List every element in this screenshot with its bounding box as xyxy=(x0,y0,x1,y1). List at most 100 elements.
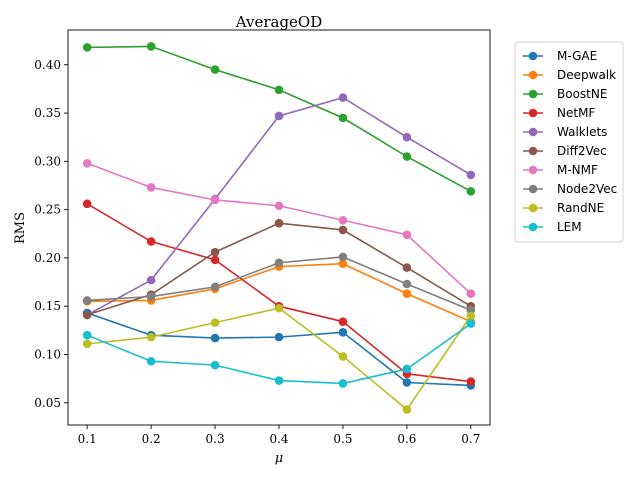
legend-item: NetMF xyxy=(523,106,595,120)
data-point-m-nmf xyxy=(402,230,412,240)
data-point-node2vec xyxy=(402,279,412,289)
legend-label: Node2Vec xyxy=(557,182,617,196)
legend-label: BoostNE xyxy=(557,87,607,101)
data-point-boostne xyxy=(210,65,220,74)
data-point-m-gae xyxy=(338,327,348,337)
series-lem xyxy=(82,319,476,388)
x-tick-label: 0.3 xyxy=(206,432,225,446)
legend-item: Walklets xyxy=(523,125,607,139)
data-point-netmf xyxy=(338,317,348,326)
data-point-m-nmf xyxy=(274,201,284,211)
legend-item: RandNE xyxy=(523,201,604,215)
data-point-walklets xyxy=(274,111,284,121)
legend-item: LEM xyxy=(523,220,582,234)
legend-item: Deepwalk xyxy=(523,68,616,82)
y-tick-label: 0.35 xyxy=(34,106,61,120)
series-line-netmf xyxy=(86,203,471,383)
y-axis: 0.05 0.10 0.15 0.20 0.25 0.30 0.35 0.40 xyxy=(34,58,68,410)
legend-label: Deepwalk xyxy=(557,68,616,82)
data-point-node2vec xyxy=(338,252,348,262)
y-tick-label: 0.15 xyxy=(34,299,61,313)
series-randne xyxy=(82,303,476,414)
chart-title: AverageOD xyxy=(235,13,323,31)
data-point-netmf xyxy=(466,377,476,386)
series-boostne xyxy=(82,42,476,196)
data-point-node2vec xyxy=(210,282,220,292)
legend-label: Walklets xyxy=(557,125,607,139)
legend-label: Diff2Vec xyxy=(557,144,607,158)
data-point-walklets xyxy=(338,93,348,102)
data-point-node2vec xyxy=(146,292,156,301)
legend-item: BoostNE xyxy=(523,87,607,101)
data-point-boostne xyxy=(402,152,412,161)
plot-area xyxy=(82,42,476,414)
data-point-netmf xyxy=(210,255,220,265)
series-line-deepwalk xyxy=(87,262,472,323)
data-point-randne xyxy=(402,405,412,414)
data-point-m-nmf xyxy=(146,183,156,192)
data-point-diff2vec xyxy=(402,263,412,272)
data-point-walklets xyxy=(402,132,412,142)
series-deepwalk xyxy=(82,259,476,326)
legend-item: M-GAE xyxy=(523,49,597,63)
legend-label: NetMF xyxy=(557,106,595,120)
data-point-boostne xyxy=(338,113,348,123)
y-tick-label: 0.10 xyxy=(34,347,61,361)
x-tick-label: 0.7 xyxy=(461,432,480,446)
legend-box xyxy=(514,41,624,243)
legend-item: Node2Vec xyxy=(523,182,617,196)
legend-label: M-NMF xyxy=(557,163,598,177)
data-point-diff2vec xyxy=(338,225,348,235)
series-m-nmf xyxy=(82,158,476,298)
data-point-netmf xyxy=(146,237,156,246)
data-point-randne xyxy=(210,318,220,327)
data-point-m-gae xyxy=(402,378,412,387)
data-point-lem xyxy=(338,379,348,388)
x-axis: 0.1 0.2 0.3 0.4 0.5 0.6 0.7 xyxy=(78,425,480,446)
data-point-m-gae xyxy=(274,332,284,342)
legend-label: LEM xyxy=(557,220,582,234)
data-point-diff2vec xyxy=(274,218,284,228)
legend-item: Diff2Vec xyxy=(523,144,607,158)
legend-marker xyxy=(528,89,538,99)
data-point-boostne xyxy=(274,85,284,95)
series-line-m-nmf xyxy=(86,162,472,295)
legend-label: RandNE xyxy=(557,201,604,215)
x-tick-label: 0.4 xyxy=(269,432,288,446)
data-point-m-nmf xyxy=(210,195,220,205)
legend: M-GAE Deepwalk BoostNE NetMF Walklets Diff2Ve… xyxy=(514,41,624,243)
data-point-m-nmf xyxy=(466,289,476,298)
data-point-deepwalk xyxy=(402,289,412,298)
data-point-boostne xyxy=(466,186,476,196)
legend-item: M-NMF xyxy=(523,163,598,177)
data-point-randne xyxy=(82,339,92,349)
y-tick-label: 0.30 xyxy=(34,154,61,168)
legend-marker xyxy=(528,70,538,80)
y-axis-label: RMS xyxy=(13,212,28,244)
data-point-randne xyxy=(338,352,348,361)
data-point-lem xyxy=(210,360,220,370)
data-point-randne xyxy=(274,303,284,313)
data-point-m-gae xyxy=(210,333,220,343)
y-tick-label: 0.05 xyxy=(34,396,61,410)
data-point-boostne xyxy=(146,42,156,51)
data-point-m-nmf xyxy=(82,158,92,168)
x-tick-label: 0.1 xyxy=(78,432,97,446)
x-axis-label: μ xyxy=(275,451,283,466)
legend-marker xyxy=(528,146,538,156)
legend-marker xyxy=(528,165,538,175)
data-point-randne xyxy=(466,311,476,321)
data-point-node2vec xyxy=(82,296,92,305)
y-tick-label: 0.20 xyxy=(34,251,61,265)
data-point-boostne xyxy=(82,43,92,52)
data-point-node2vec xyxy=(274,258,284,268)
data-point-walklets xyxy=(466,170,476,180)
x-tick-label: 0.5 xyxy=(333,432,352,446)
y-tick-label: 0.40 xyxy=(34,58,61,72)
data-point-diff2vec xyxy=(210,247,220,257)
data-point-lem xyxy=(274,376,284,385)
data-point-netmf xyxy=(82,199,92,209)
data-point-lem xyxy=(466,319,476,328)
data-point-m-nmf xyxy=(338,215,348,225)
